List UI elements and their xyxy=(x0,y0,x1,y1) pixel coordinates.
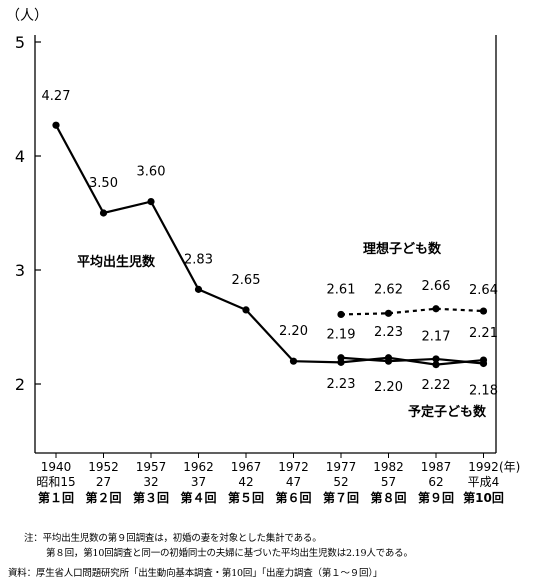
y-tick-label: 3 xyxy=(15,261,25,280)
x-tick-label-year: 1982 xyxy=(373,460,404,474)
x-tick-label-year: 1967 xyxy=(231,460,262,474)
x-tick-label-survey: 第６回 xyxy=(275,490,311,505)
data-label: 2.21 xyxy=(469,326,498,341)
y-tick-label: 4 xyxy=(15,147,25,166)
x-tick-label-era: 52 xyxy=(333,475,348,489)
data-point xyxy=(432,355,440,363)
y-unit-label: （人） xyxy=(6,8,48,24)
data-point xyxy=(337,354,345,362)
x-tick-label-year: 1972 xyxy=(278,460,309,474)
data-point xyxy=(194,285,203,293)
footnote-2: 第８回，第10回調査と同一の初婚同士の夫婦に基づいた平均出生児数は2.19人であ… xyxy=(46,548,413,559)
data-point xyxy=(432,361,440,369)
data-point xyxy=(384,309,393,317)
data-point xyxy=(479,359,488,368)
footnote-1: 注：平均出生児数の第９回調査は，初婚の妻を対象とした集計である。 xyxy=(24,533,322,544)
axes: 23451940昭和15第１回195227第２回195732第３回196237第… xyxy=(15,33,504,505)
data-label: 2.22 xyxy=(422,378,451,393)
data-label: 2.64 xyxy=(469,283,498,298)
y-tick-label: 5 xyxy=(15,33,25,52)
data-point xyxy=(384,357,393,365)
data-label: 2.83 xyxy=(184,252,213,267)
series-name-label: 理想子ども数 xyxy=(363,241,442,257)
data-label: 3.50 xyxy=(89,176,118,191)
x-tick-label-year: 1992 xyxy=(468,460,499,474)
series-points xyxy=(52,121,488,369)
data-label: 2.23 xyxy=(327,377,356,392)
x-tick-label-era: 57 xyxy=(381,475,396,489)
x-tick-label-era: 37 xyxy=(191,475,206,489)
x-tick-label-survey: 第８回 xyxy=(370,490,406,505)
data-point xyxy=(52,121,60,129)
x-tick-label-year: 1940 xyxy=(41,460,72,474)
x-tick-label-survey: 第10回 xyxy=(463,490,504,505)
series-line-1 xyxy=(55,124,484,366)
data-label: 2.20 xyxy=(374,380,403,395)
x-tick-label-survey: 第３回 xyxy=(133,490,169,505)
data-label: 2.18 xyxy=(469,383,498,398)
data-label: 2.62 xyxy=(374,282,403,297)
data-point xyxy=(242,306,250,314)
data-point xyxy=(99,209,108,217)
x-tick-label-survey: 第９回 xyxy=(418,490,454,505)
x-tick-label-year: 1987 xyxy=(421,460,452,474)
data-point xyxy=(147,198,155,206)
x-tick-label-survey: 第４回 xyxy=(180,490,216,505)
data-label: 2.65 xyxy=(232,273,261,288)
series-line-2 xyxy=(340,307,484,316)
data-point xyxy=(289,357,298,365)
data-label: 2.17 xyxy=(422,330,451,345)
data-label: 2.66 xyxy=(422,279,451,294)
x-tick-label-year: 1952 xyxy=(88,460,119,474)
x-tick-label-survey: 第７回 xyxy=(323,490,359,505)
series-lines xyxy=(55,124,484,366)
x-tick-label-era: 42 xyxy=(238,475,253,489)
data-label: 3.60 xyxy=(137,165,166,180)
x-tick-label-era: 32 xyxy=(143,475,158,489)
data-labels: 4.27 3.50 3.60 2.83 2.65 2.20 2.19 2.23 2.17 2.21… xyxy=(42,89,498,398)
data-label: 2.61 xyxy=(327,282,356,297)
x-tick-label-year: 1977 xyxy=(326,460,357,474)
data-label: 2.19 xyxy=(327,327,356,342)
x-tick-label-era: 平成4 xyxy=(468,475,500,489)
data-label: 4.27 xyxy=(42,89,71,104)
series-line-3 xyxy=(340,356,484,365)
data-point xyxy=(479,307,488,315)
x-tick-label-year: 1957 xyxy=(136,460,167,474)
series-name-label: 予定子ども数 xyxy=(408,404,487,420)
series-name-label: 平均出生児数 xyxy=(77,254,156,270)
x-tick-label-survey: 第２回 xyxy=(85,490,121,505)
x-tick-label-era: 昭和15 xyxy=(36,475,75,489)
data-point xyxy=(432,305,440,313)
x-tick-label-survey: 第１回 xyxy=(38,490,74,505)
x-tick-label-era: 27 xyxy=(96,475,111,489)
data-label: 2.20 xyxy=(279,324,308,339)
data-point xyxy=(337,310,345,319)
x-tick-label-year: 1962 xyxy=(183,460,214,474)
x-unit-label: (年) xyxy=(499,460,520,474)
data-label: 2.23 xyxy=(374,325,403,340)
x-tick-label-era: 62 xyxy=(428,475,443,489)
x-tick-label-survey: 第５回 xyxy=(228,490,264,505)
y-tick-label: 2 xyxy=(15,375,25,394)
x-tick-label-era: 47 xyxy=(286,475,301,489)
source-note: 資料：厚生省人口問題研究所「出生動向基本調査・第10回」「出産力調査（第１～９回… xyxy=(8,568,383,579)
